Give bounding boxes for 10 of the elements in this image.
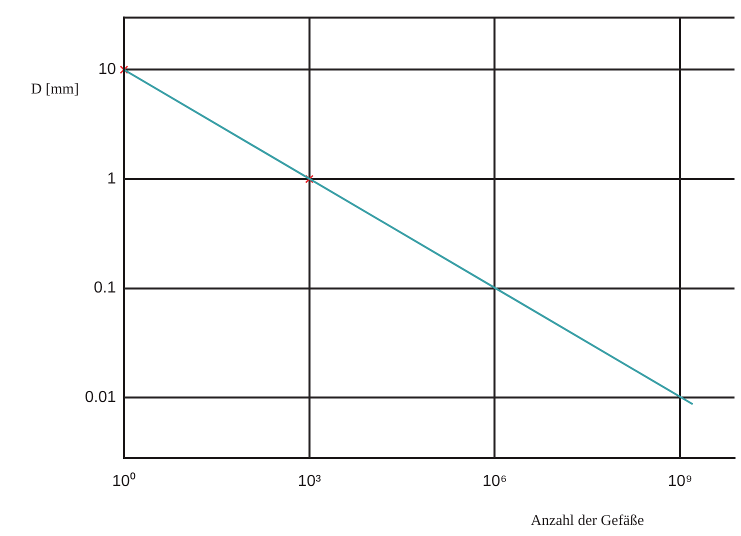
y-tick-label: 0.1 bbox=[94, 280, 116, 297]
x-tick-label: 10⁹ bbox=[668, 473, 692, 490]
y-tick-label: 10 bbox=[98, 61, 116, 78]
x-axis-title: Anzahl der Gefäße bbox=[530, 512, 644, 529]
x-tick-label: 10⁰ bbox=[112, 472, 136, 490]
y-tick-label: 1 bbox=[107, 170, 116, 188]
x-tick-label: 10³ bbox=[298, 473, 322, 490]
y-tick-label: 0.01 bbox=[84, 388, 116, 406]
y-axis-title: D [mm] bbox=[31, 82, 79, 98]
x-tick-label: 10⁶ bbox=[482, 473, 507, 490]
